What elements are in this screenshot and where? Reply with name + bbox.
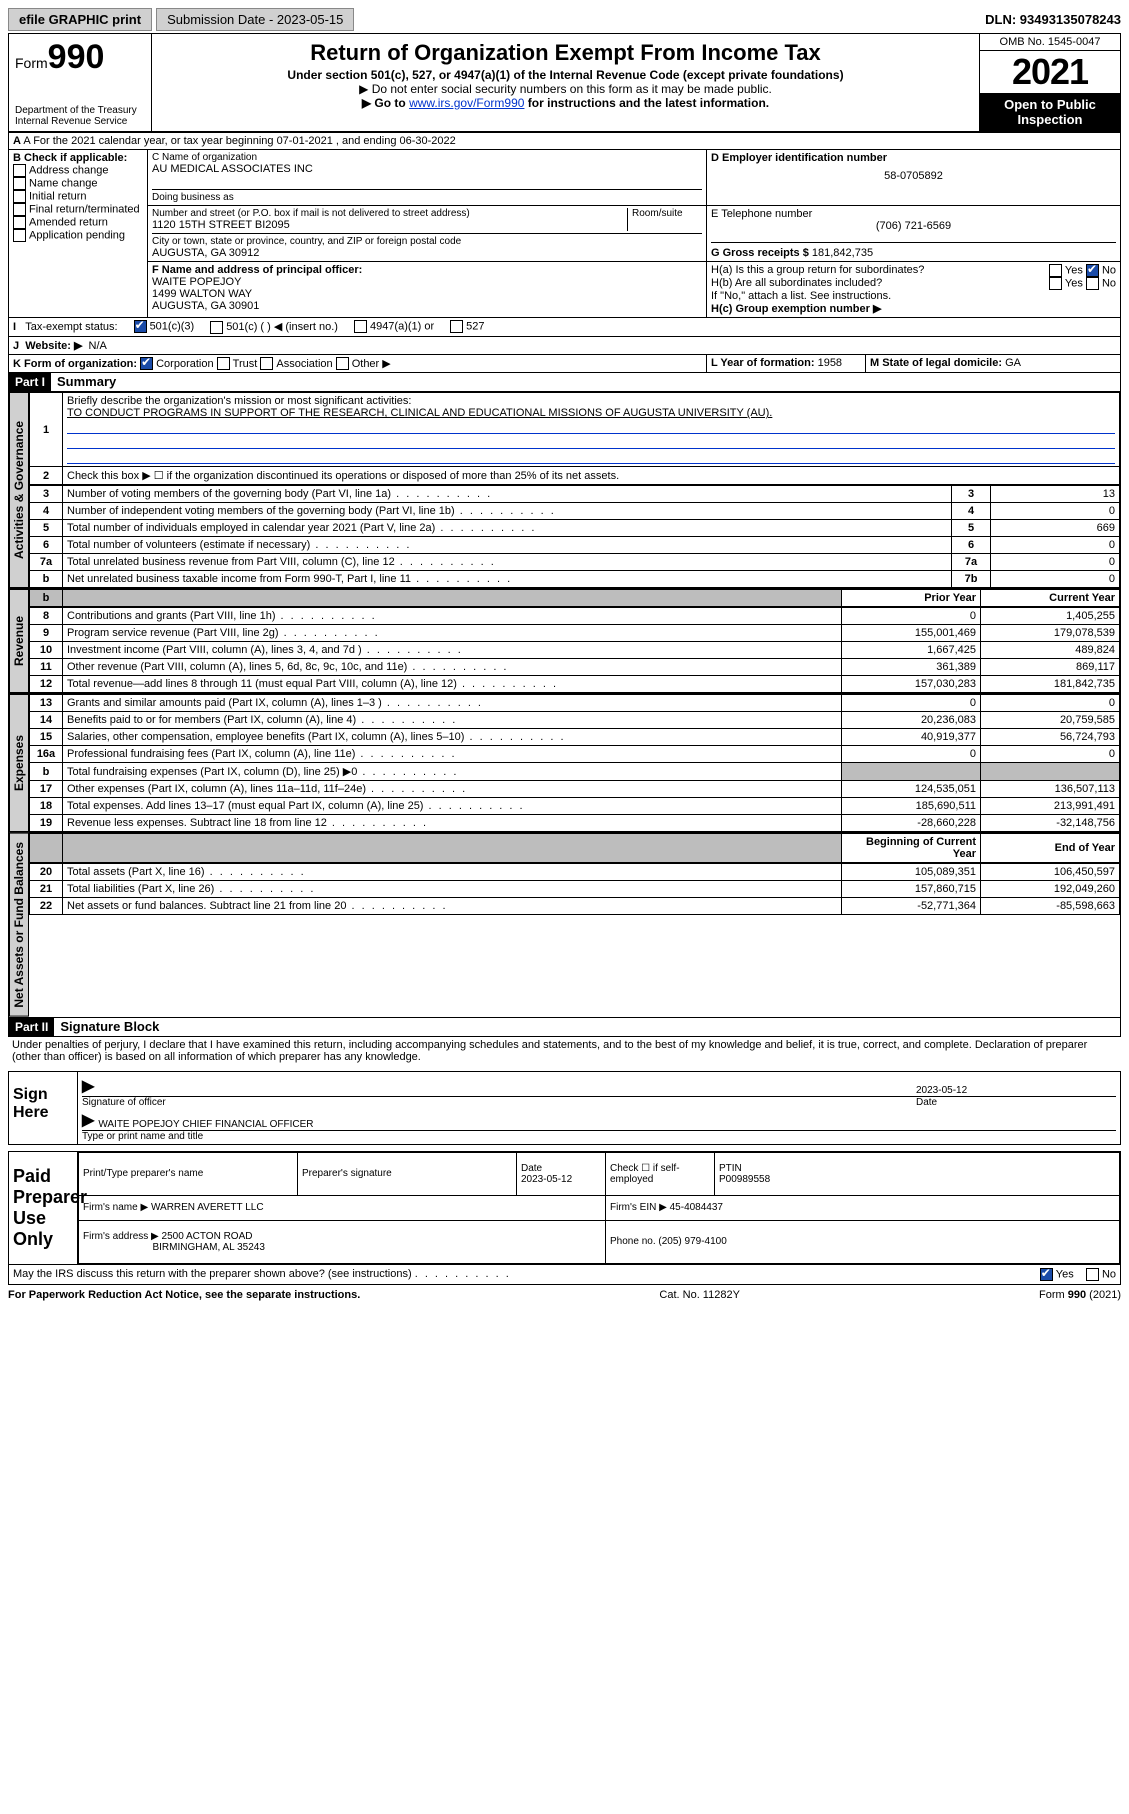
d-title: D Employer identification number — [711, 152, 1116, 164]
cb-k-other[interactable] — [336, 357, 349, 370]
sign-here-block: Sign Here ▶ 2023-05-12 Signature of offi… — [8, 1071, 1121, 1145]
line1-label: Briefly describe the organization's miss… — [67, 395, 411, 407]
efile-print-button[interactable]: efile GRAPHIC print — [8, 8, 152, 31]
officer-addr2: AUGUSTA, GA 30901 — [152, 300, 702, 312]
section-a-table: A A For the 2021 calendar year, or tax y… — [8, 132, 1121, 373]
officer-addr1: 1499 WALTON WAY — [152, 288, 702, 300]
officer-printed-name: WAITE POPEJOY CHIEF FINANCIAL OFFICER — [98, 1119, 313, 1130]
paid-preparer-block: Paid Preparer Use Only Print/Type prepar… — [8, 1151, 1121, 1265]
cb-527[interactable] — [450, 320, 463, 333]
hdr-prior: Prior Year — [842, 590, 981, 607]
hdr-begin: Beginning of Current Year — [842, 834, 981, 863]
firm-phone: (205) 979-4100 — [658, 1236, 726, 1247]
room-suite: Room/suite — [627, 208, 702, 231]
e-title: E Telephone number — [711, 208, 1116, 220]
form-title: Return of Organization Exempt From Incom… — [156, 40, 975, 66]
dln: DLN: 93493135078243 — [985, 12, 1121, 27]
cb-app-pending[interactable] — [13, 229, 26, 242]
part1-header: Part ISummary — [8, 373, 1121, 392]
open-to-public: Open to Public Inspection — [980, 93, 1120, 131]
subtitle-3: ▶ Go to www.irs.gov/Form990 for instruct… — [156, 96, 975, 110]
vtab-netassets: Net Assets or Fund Balances — [9, 833, 29, 1017]
top-bar: efile GRAPHIC print Submission Date - 20… — [8, 8, 1121, 31]
subtitle-2: ▶ Do not enter social security numbers o… — [156, 82, 975, 96]
hdr-end: End of Year — [981, 834, 1120, 863]
line2: Check this box ▶ ☐ if the organization d… — [63, 467, 1120, 485]
ptin: P00989558 — [719, 1174, 770, 1185]
cb-discuss-no[interactable] — [1086, 1268, 1099, 1281]
firm-ein: 45-4084437 — [670, 1202, 723, 1213]
h-note: If "No," attach a list. See instructions… — [711, 290, 1116, 302]
h-a: H(a) Is this a group return for subordin… — [711, 264, 924, 277]
may-irs-discuss: May the IRS discuss this return with the… — [8, 1265, 1121, 1285]
sig-date: 2023-05-12 — [916, 1085, 1116, 1096]
dept-treasury: Department of the Treasury Internal Reve… — [15, 105, 145, 127]
vtab-expenses: Expenses — [9, 694, 29, 832]
website: N/A — [89, 340, 107, 352]
omb-number: OMB No. 1545-0047 — [980, 34, 1120, 51]
dba-label: Doing business as — [152, 189, 702, 203]
h-b: H(b) Are all subordinates included? — [711, 277, 882, 290]
cb-initial-return[interactable] — [13, 190, 26, 203]
c-title: C Name of organization — [152, 152, 702, 163]
sign-here-label: Sign Here — [9, 1072, 78, 1144]
g-receipts: G Gross receipts $ 181,842,735 — [711, 242, 1116, 259]
irs-link[interactable]: www.irs.gov/Form990 — [409, 96, 524, 110]
city-title: City or town, state or province, country… — [152, 236, 702, 247]
officer-name: WAITE POPEJOY — [152, 276, 702, 288]
org-name: AU MEDICAL ASSOCIATES INC — [152, 163, 702, 175]
tax-year: 2021 — [980, 51, 1120, 93]
street-address: 1120 15TH STREET BI2095 — [152, 219, 627, 231]
cb-name-change[interactable] — [13, 177, 26, 190]
cb-discuss-yes[interactable] — [1040, 1268, 1053, 1281]
firm-addr1: 2500 ACTON ROAD — [162, 1231, 253, 1242]
cb-hb-yes[interactable] — [1049, 277, 1062, 290]
pp-self-employed: Check ☐ if self-employed — [606, 1152, 715, 1195]
addr-title: Number and street (or P.O. box if mail i… — [152, 208, 627, 219]
year-formation: 1958 — [818, 357, 842, 369]
firm-name: WARREN AVERETT LLC — [151, 1202, 264, 1213]
ein: 58-0705892 — [711, 170, 1116, 182]
cb-k-corp[interactable] — [140, 357, 153, 370]
hdr-curr: Current Year — [981, 590, 1120, 607]
cb-amended[interactable] — [13, 216, 26, 229]
state-domicile: GA — [1005, 357, 1021, 369]
cb-ha-yes[interactable] — [1049, 264, 1062, 277]
cb-501c3[interactable] — [134, 320, 147, 333]
submission-date: Submission Date - 2023-05-15 — [156, 8, 354, 31]
mission-text: TO CONDUCT PROGRAMS IN SUPPORT OF THE RE… — [67, 407, 772, 419]
h-c: H(c) Group exemption number ▶ — [711, 302, 1116, 315]
city-state-zip: AUGUSTA, GA 30912 — [152, 247, 702, 259]
cb-4947[interactable] — [354, 320, 367, 333]
cb-address-change[interactable] — [13, 164, 26, 177]
cb-ha-no[interactable] — [1086, 264, 1099, 277]
paid-preparer-label: Paid Preparer Use Only — [9, 1152, 78, 1264]
vtab-governance: Activities & Governance — [9, 392, 29, 588]
line-a: A A For the 2021 calendar year, or tax y… — [9, 133, 1121, 150]
b-title: B Check if applicable: — [13, 152, 143, 164]
firm-addr2: BIRMINGHAM, AL 35243 — [152, 1242, 264, 1253]
pp-date: 2023-05-12 — [521, 1174, 572, 1185]
page-footer: For Paperwork Reduction Act Notice, see … — [8, 1289, 1121, 1301]
part2-header: Part IISignature Block — [8, 1018, 1121, 1037]
cb-501c[interactable] — [210, 321, 223, 334]
f-title: F Name and address of principal officer: — [152, 264, 702, 276]
form-number: Form990 — [15, 38, 145, 77]
cb-hb-no[interactable] — [1086, 277, 1099, 290]
vtab-revenue: Revenue — [9, 589, 29, 693]
cb-k-assoc[interactable] — [260, 357, 273, 370]
telephone: (706) 721-6569 — [711, 220, 1116, 232]
cb-k-trust[interactable] — [217, 357, 230, 370]
subtitle-1: Under section 501(c), 527, or 4947(a)(1)… — [156, 68, 975, 82]
form-header: Form990 Department of the Treasury Inter… — [8, 33, 1121, 132]
cb-final-return[interactable] — [13, 203, 26, 216]
declaration: Under penalties of perjury, I declare th… — [8, 1037, 1121, 1065]
